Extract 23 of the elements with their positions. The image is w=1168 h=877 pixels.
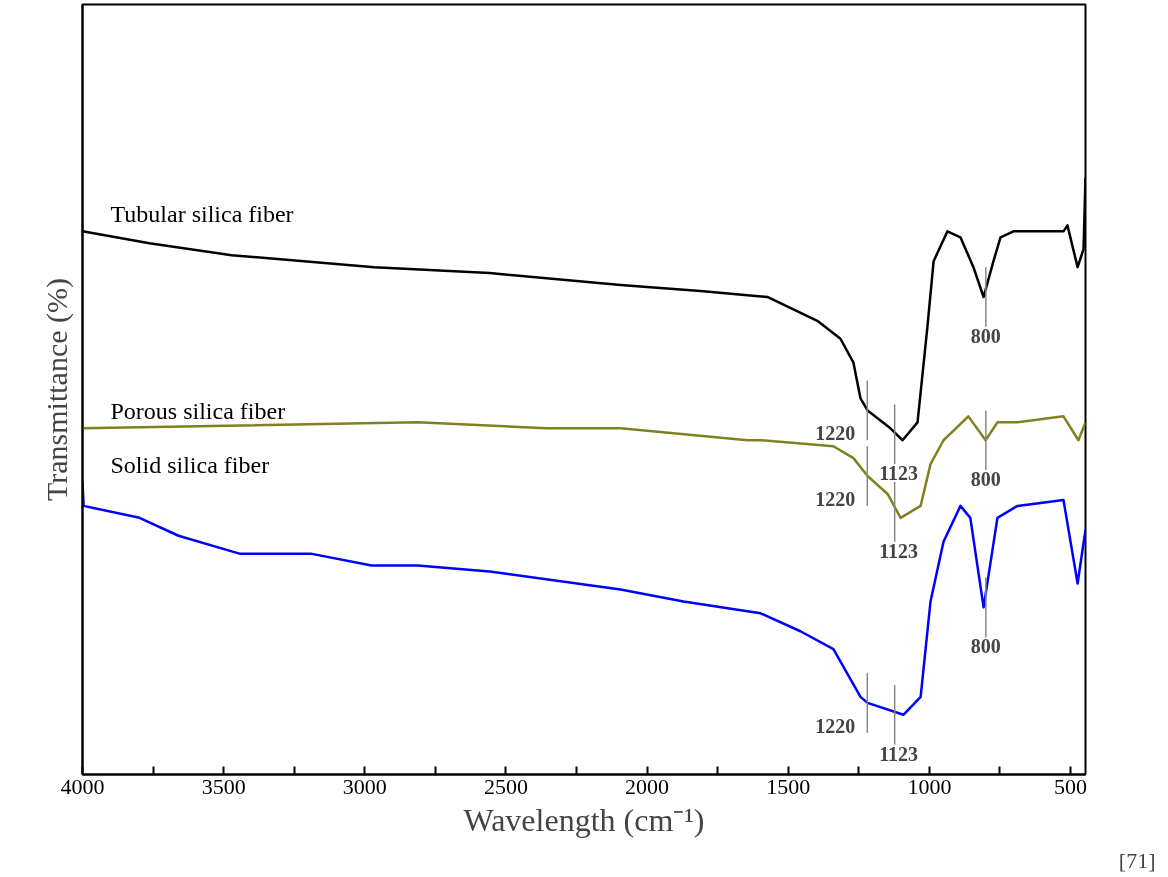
annotation: 1220	[815, 488, 856, 511]
series-label: Tubular silica fiber	[110, 201, 294, 228]
series-label: Solid silica fiber	[110, 452, 270, 479]
annotation: 1220	[815, 714, 856, 737]
annotation: 800	[970, 324, 1001, 347]
x-tick-label: 1000	[907, 773, 952, 799]
annotation: 800	[970, 635, 1001, 658]
y-axis-title: Transmittance (%)	[39, 277, 74, 501]
text: [71]	[1118, 847, 1156, 873]
x-axis-title: Wavelength (cm⁻¹)	[463, 801, 705, 838]
x-tick-label: 3000	[342, 773, 387, 799]
annotation: 1123	[879, 462, 919, 485]
x-tick-label: 2000	[625, 773, 670, 799]
x-tick-label: 1500	[766, 773, 811, 799]
x-tick-label: 3500	[201, 773, 246, 799]
x-tick-label: 4000	[60, 773, 105, 799]
annotation: 800	[970, 468, 1001, 491]
annotation: 1123	[879, 539, 919, 562]
x-tick-label: 500	[1054, 773, 1088, 799]
x-tick-label: 2500	[483, 773, 528, 799]
annotation: 1220	[815, 422, 856, 445]
series-label: Porous silica fiber	[110, 398, 286, 425]
annotation: 1123	[879, 742, 919, 765]
